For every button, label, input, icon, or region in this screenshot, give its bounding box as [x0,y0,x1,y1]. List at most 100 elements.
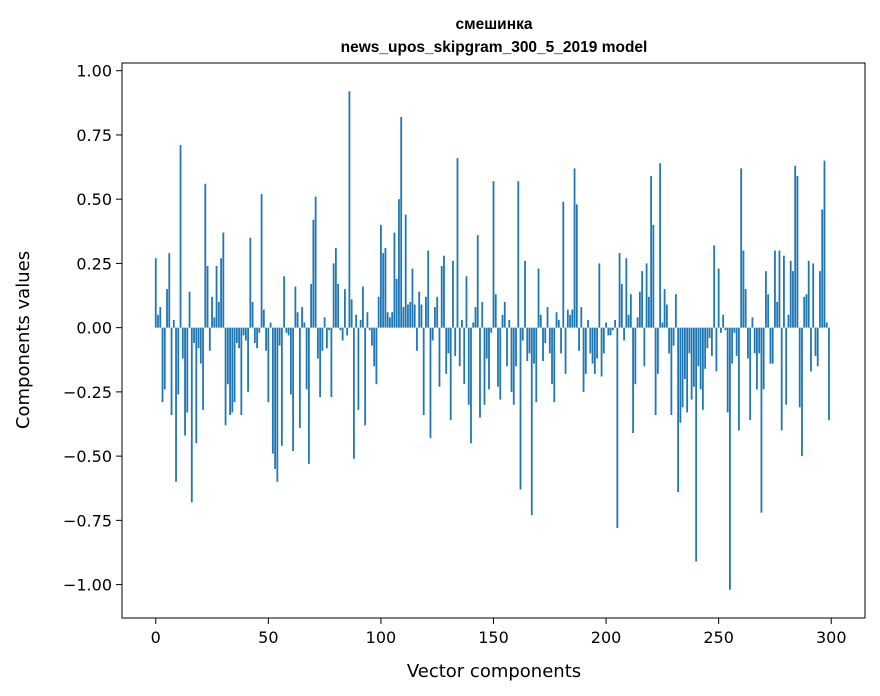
bar-4 [163,327,166,390]
bar-38 [240,327,243,416]
bar-288 [803,296,806,328]
bar-79 [332,263,335,328]
bar-151 [494,294,497,328]
bar-80 [334,248,337,328]
chart-title-line-1: смешинка [456,16,533,33]
bar-262 [744,289,747,328]
bar-290 [807,260,810,328]
bar-111 [404,214,407,328]
bar-54 [276,327,279,482]
bar-243 [701,327,704,410]
bar-24 [208,327,211,351]
bar-84 [344,289,346,328]
bar-86 [348,91,351,328]
bar-119 [422,327,425,416]
x-tick-label-5: 250 [703,628,734,647]
bar-273 [769,327,772,364]
y-axis-label: Components values [13,251,34,429]
bar-51 [269,322,272,328]
bar-77 [328,327,331,331]
bar-41 [247,327,249,392]
bar-103 [386,312,389,328]
bar-244 [704,327,707,369]
bar-141 [472,322,475,328]
bar-190 [582,327,585,392]
bar-158 [510,327,513,392]
bar-47 [260,194,263,328]
bar-194 [591,327,594,364]
bar-131 [449,327,452,421]
bar-117 [418,291,421,328]
bar-275 [774,250,776,328]
bar-106 [393,232,396,328]
bar-149 [490,327,493,333]
bar-152 [497,327,499,387]
bar-186 [573,168,576,328]
bar-203 [611,327,614,331]
bar-7 [170,327,173,416]
bar-67 [305,327,308,390]
bar-289 [805,294,808,328]
bar-171 [539,314,542,328]
bar-251 [720,327,722,333]
y-tick-label-2: −0.50 [63,447,112,466]
bar-277 [778,250,781,328]
bar-198 [600,327,603,377]
bar-204 [614,319,616,328]
bar-61 [292,327,295,451]
bar-68 [307,327,310,464]
bar-169 [535,327,538,403]
bar-271 [765,271,767,328]
bar-286 [798,327,801,408]
bar-85 [346,327,349,336]
bar-30 [222,232,225,328]
bar-299 [828,327,830,421]
bar-206 [618,253,621,328]
bar-284 [794,165,797,328]
bar-73 [319,327,322,398]
bar-46 [258,327,261,333]
bar-49 [265,327,267,351]
bar-19 [197,327,200,349]
bar-125 [436,296,439,328]
bar-33 [229,327,231,416]
y-tick-label-0: −1.00 [63,576,112,595]
bar-10 [177,327,180,395]
bar-0 [154,258,157,328]
bar-196 [596,327,598,359]
bar-104 [389,317,391,328]
bar-279 [783,255,785,328]
bar-172 [542,327,544,362]
bar-278 [780,327,783,431]
bar-89 [355,314,358,328]
bar-195 [593,327,596,374]
bar-213 [634,327,637,385]
bar-127 [440,265,443,328]
bar-63 [296,312,299,328]
bar-216 [641,271,643,328]
bar-50 [267,327,270,403]
bar-75 [323,317,326,328]
bar-272 [767,294,770,328]
bar-148 [488,327,490,390]
bar-8 [172,319,175,328]
bar-237 [688,327,691,354]
bar-69 [310,283,313,328]
bar-241 [697,327,700,367]
bar-129 [445,327,448,374]
bar-55 [278,327,281,346]
bar-81 [337,283,340,328]
bar-246 [708,327,711,338]
bar-122 [429,327,432,439]
bar-263 [747,327,749,359]
x-tick-label-3: 150 [478,628,509,647]
bar-197 [598,263,601,328]
bar-22 [204,183,207,328]
bar-209 [625,258,628,328]
bar-224 [659,163,662,328]
bar-16 [190,327,193,503]
bar-142 [474,307,477,328]
bar-124 [434,307,436,328]
bar-177 [553,327,556,403]
bar-249 [715,327,718,372]
